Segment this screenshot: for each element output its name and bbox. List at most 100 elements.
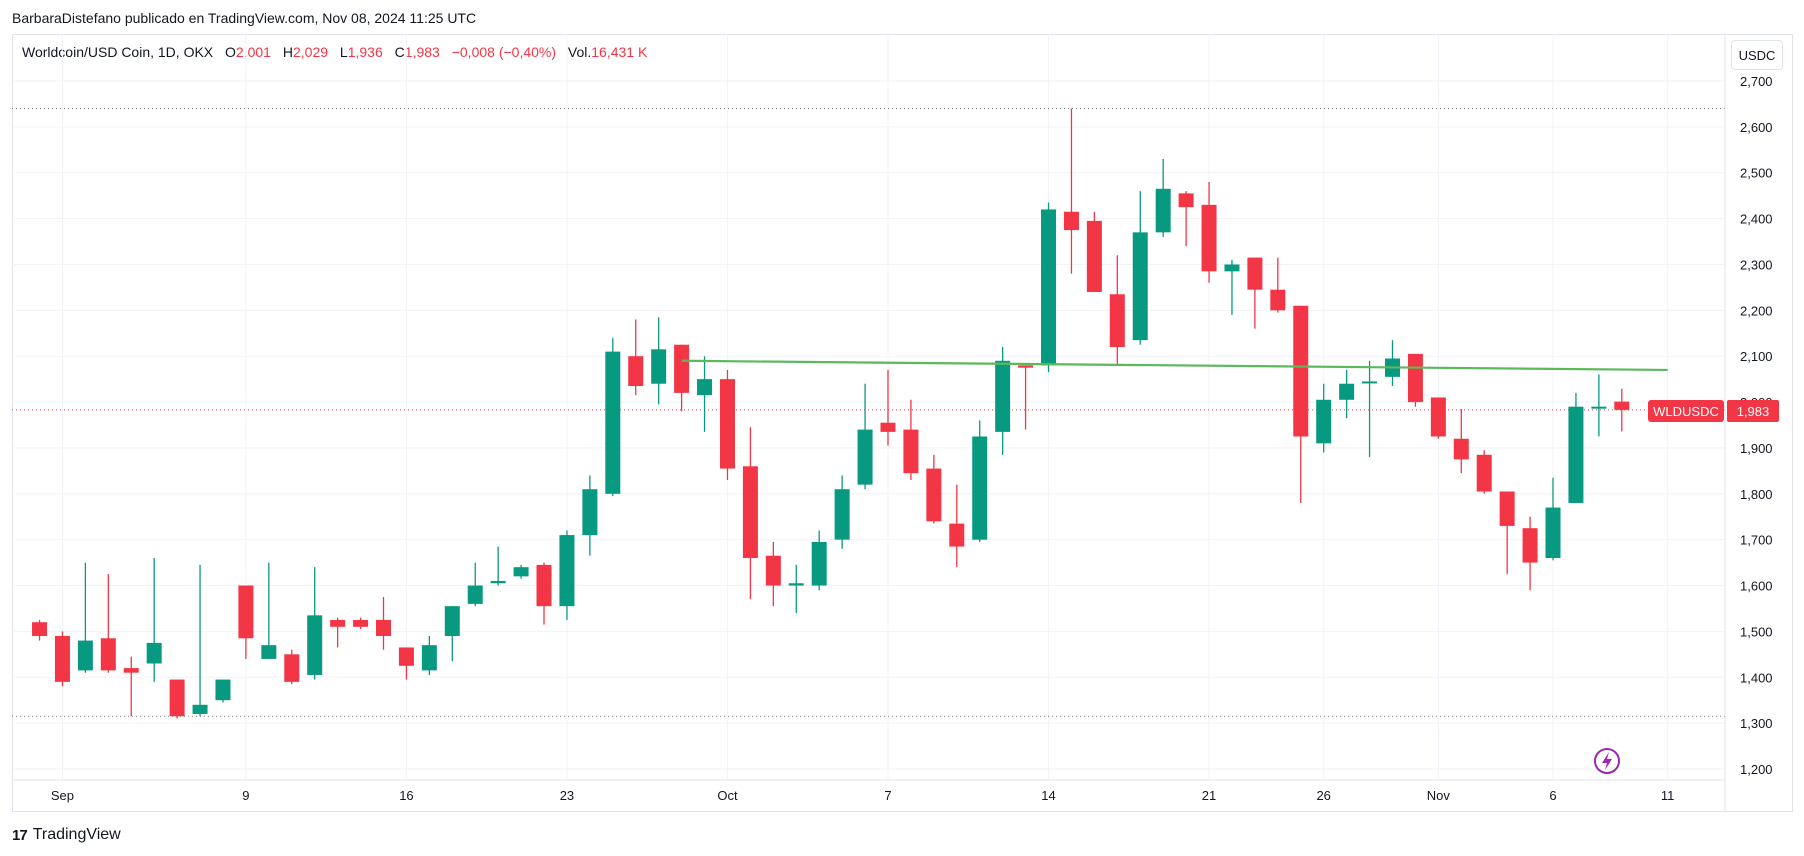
x-tick-label: Sep [51,788,74,803]
x-tick-label: 26 [1316,788,1330,803]
candle-body [32,622,48,636]
candle-body [375,619,391,636]
ohlc-legend: Worldcoin/USD Coin, 1D, OKX O2,001 H2,02… [22,44,647,60]
x-tick-label: 16 [399,788,413,803]
candle-body [284,654,300,682]
published-by-text: BarbaraDistefano publicado en TradingVie… [12,10,477,26]
candle-body [926,468,942,522]
candle-body [674,344,690,393]
trendline-layer[interactable] [681,359,1668,372]
candle-body [605,351,621,494]
x-tick-label: 7 [884,788,891,803]
y-tick-label: 1,500 [1740,624,1773,639]
candle-body [742,466,758,559]
candle-body [1018,365,1034,368]
candle-body [123,668,139,673]
y-tick-label: 2,300 [1740,257,1773,272]
candle-body [215,679,231,701]
candle-body [765,555,781,586]
candle-body [559,535,575,607]
candle-body [811,541,827,586]
candle-body [353,619,369,627]
candle-body [1155,188,1171,233]
candle-body [949,523,965,547]
candle-body [1063,211,1079,231]
low-key: L [339,44,348,60]
x-tick-label: 14 [1041,788,1055,803]
candle-body [1499,491,1515,526]
candle-body [1339,383,1355,400]
price-axis[interactable]: 1,200 1,300 1,400 1,500 1,600 1,700 1,800 1,900… [1740,74,1773,777]
x-tick-label: 21 [1202,788,1216,803]
y-tick-label: 1,600 [1740,579,1773,594]
y-tick-label: 1,300 [1740,716,1773,731]
x-tick-label: 6 [1549,788,1556,803]
price-tag: WLDUSDC 1,983 [1648,400,1779,422]
candle-body [77,640,93,671]
tradingview-footer[interactable]: 17 TradingView [12,826,121,844]
high-value: 2,029 [292,44,329,60]
y-tick-label: 2,700 [1740,74,1773,89]
currency-button[interactable]: USDC [1731,40,1783,70]
close-key: C [394,44,405,60]
candle-body [1041,209,1057,366]
candle-body [1362,381,1378,384]
candle-body [238,585,254,639]
candle-body [1293,305,1309,437]
time-axis[interactable]: Sep 9 16 23 Oct 7 14 21 26 Nov 6 11 [51,788,1675,803]
candle-body [1614,401,1630,410]
candle-body [1270,289,1286,311]
x-tick-label: 23 [560,788,574,803]
y-tick-label: 1,700 [1740,533,1773,548]
symbol-label[interactable]: Worldcoin/USD Coin, 1D, OKX [22,44,214,60]
candle-body [1476,454,1492,492]
y-tick-label: 2,600 [1740,120,1773,135]
candle-body [169,679,185,717]
open-key: O [225,44,236,60]
candle-body [146,642,162,664]
candle-body [857,429,873,485]
candle-body [1522,528,1538,563]
price-tag-value: 1,983 [1737,404,1770,419]
candle-body [1109,294,1125,348]
y-tick-label: 1,200 [1740,762,1773,777]
candle-body [1545,507,1561,559]
y-tick-label: 2,400 [1740,212,1773,227]
candle-body [536,564,552,607]
y-tick-label: 1,800 [1740,487,1773,502]
price-tag-value-bg [1727,400,1779,422]
close-value: 1,983 [404,44,440,60]
x-tick-label: Oct [717,788,738,803]
candle-body [1407,353,1423,403]
candle-body [834,489,850,540]
volume-key: Vol. [567,44,592,60]
y-tick-label: 1,400 [1740,670,1773,685]
candle-body [1453,438,1469,460]
candle-body [651,349,667,384]
candle-body [192,704,208,714]
high-key: H [282,44,293,60]
y-tick-label: 1,900 [1740,441,1773,456]
tradingview-logo-icon: 17 [12,826,28,844]
tradingview-brand: TradingView [32,826,121,843]
price-tag-ticker: WLDUSDC [1653,404,1719,419]
candle-body [788,583,804,586]
candle-body [421,645,437,671]
candle-body [307,615,323,675]
grid-lines [12,34,1725,780]
lightning-icon[interactable] [1594,748,1620,774]
candle-body [1568,406,1584,503]
candle-body [1247,257,1263,290]
candle-body [1201,204,1217,272]
y-tick-label: 2,100 [1740,349,1773,364]
candle-body [903,429,919,474]
candle-body [628,356,644,387]
candle-body [995,360,1011,432]
candle-body [1224,264,1240,272]
candle-body [467,585,483,604]
candle-body [398,647,414,666]
candle-body [100,638,116,671]
candle-body [719,379,735,469]
chart-frame[interactable] [12,34,1793,812]
